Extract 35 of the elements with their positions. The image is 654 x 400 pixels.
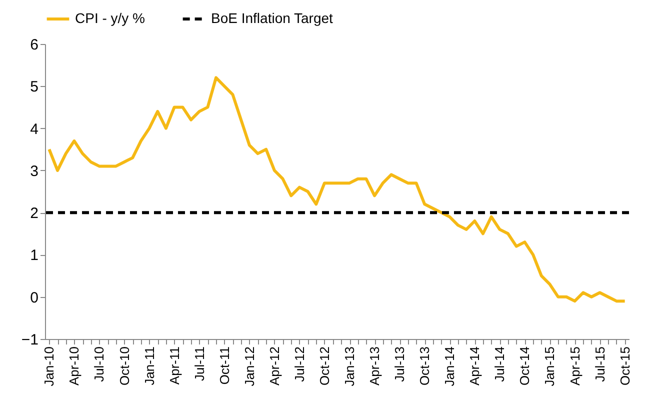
- x-tick-label: Oct-14: [517, 346, 532, 386]
- x-tick-label: Jul-12: [292, 346, 307, 382]
- x-tick-label: Jan-11: [142, 346, 157, 386]
- y-tick-label: 4: [30, 120, 38, 138]
- x-tick-label: Oct-12: [316, 346, 332, 386]
- x-tick-label: Apr-11: [166, 346, 182, 385]
- y-tick-label: 6: [30, 36, 38, 54]
- x-tick-label: Jul-14: [492, 346, 508, 382]
- x-tick-label: Jan-12: [242, 346, 257, 386]
- x-tick-label: Oct-15: [617, 346, 632, 386]
- x-tick-label: Oct-11: [216, 346, 232, 385]
- y-tick-label: 5: [30, 78, 38, 96]
- x-tick-label: Jan-14: [442, 346, 458, 386]
- x-tick-label: Oct-13: [417, 346, 432, 386]
- x-tick-label: Jul-11: [192, 346, 207, 381]
- x-tick-label: Apr-15: [567, 346, 582, 386]
- y-tick-label: 0: [30, 289, 38, 306]
- x-tick-label: Apr-10: [66, 346, 82, 386]
- x-tick-label: Jan-15: [542, 346, 558, 386]
- x-tick-label: Jul-10: [92, 346, 107, 382]
- y-tick-label: 1: [30, 247, 38, 264]
- y-tick-label: 2: [30, 205, 38, 222]
- line-series: [48, 76, 626, 303]
- legend-label: BoE Inflation Target: [211, 10, 334, 26]
- x-tick-label: Apr-12: [266, 346, 282, 386]
- x-tick-label: Jul-13: [392, 346, 408, 382]
- y-tick-label: 3: [30, 162, 38, 180]
- legend-label: CPI - y/y %: [75, 10, 146, 26]
- x-tick-label: Apr-13: [367, 346, 382, 386]
- x-tick-label: Jan-13: [342, 346, 358, 386]
- x-tick-label: Jan-10: [42, 346, 57, 386]
- x-tick-label: Jul-15: [592, 346, 608, 382]
- x-tick-label: Oct-10: [116, 346, 132, 386]
- y-tick-label: −1: [21, 332, 38, 348]
- x-tick-label: Apr-14: [467, 346, 482, 386]
